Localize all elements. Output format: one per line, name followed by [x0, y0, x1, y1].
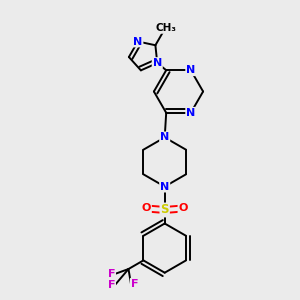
Text: N: N — [133, 37, 142, 46]
Text: O: O — [142, 203, 151, 214]
Text: N: N — [160, 182, 169, 192]
Text: CH₃: CH₃ — [155, 23, 176, 33]
Text: N: N — [186, 65, 195, 75]
Text: F: F — [108, 280, 115, 290]
Text: F: F — [108, 269, 115, 279]
Text: N: N — [160, 132, 169, 142]
Text: O: O — [178, 203, 188, 214]
Text: N: N — [186, 108, 195, 118]
Text: F: F — [131, 279, 138, 289]
Text: S: S — [160, 203, 169, 217]
Text: N: N — [153, 58, 162, 68]
